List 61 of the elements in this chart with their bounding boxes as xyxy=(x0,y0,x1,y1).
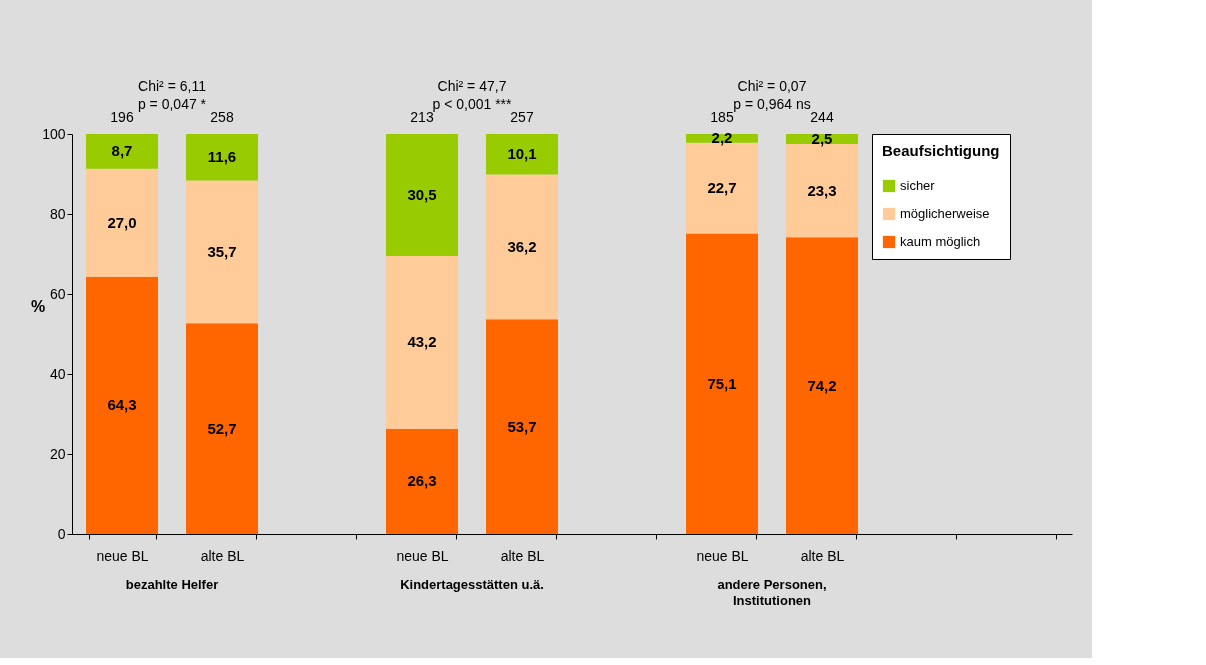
x-tick-label: alte BL xyxy=(200,547,245,564)
data-label: 10,1 xyxy=(507,145,537,163)
data-label: 75,1 xyxy=(707,374,737,392)
bar xyxy=(686,233,758,534)
data-label: 11,6 xyxy=(207,148,237,166)
text: Chi² = 0,07 p = 0,964 ns xyxy=(733,78,811,112)
bar xyxy=(486,134,558,175)
bar xyxy=(186,323,258,534)
text: 196 xyxy=(110,109,134,125)
text: 244 xyxy=(810,109,834,125)
bar xyxy=(186,134,258,181)
bar xyxy=(186,180,258,324)
x-tick-label: alte BL xyxy=(500,547,545,564)
y-axis-title: % xyxy=(31,297,46,315)
bar xyxy=(486,319,558,534)
data-label: 52,7 xyxy=(207,419,237,437)
text: Kindertagesstätten u.ä. xyxy=(400,577,544,592)
bar xyxy=(386,256,458,429)
bar xyxy=(486,174,558,320)
bar xyxy=(86,168,158,277)
x-tick-label: neue BL xyxy=(96,547,149,564)
text: 257 xyxy=(510,109,534,125)
x-tick-label: neue BL xyxy=(396,547,449,564)
data-label: 8,7 xyxy=(111,142,133,160)
bar xyxy=(386,428,458,534)
text: Chi² = 47,7 p < 0,001 *** xyxy=(432,78,513,112)
data-label: 27,0 xyxy=(107,213,137,231)
bar xyxy=(386,134,458,256)
y-tick-label: 20 xyxy=(49,445,66,462)
data-label: 43,2 xyxy=(407,333,437,351)
y-tick-label: 80 xyxy=(49,205,66,222)
text: 185 xyxy=(710,109,734,125)
bar xyxy=(86,276,158,534)
text: Chi² = 6,11 p = 0,047 * xyxy=(137,78,207,112)
y-tick-label: 40 xyxy=(49,365,66,382)
y-tick-label: 60 xyxy=(49,285,66,302)
legend-label: möglicherweise xyxy=(900,206,990,221)
data-label: 53,7 xyxy=(507,417,537,435)
x-tick-label: neue BL xyxy=(696,547,749,564)
data-label: 64,3 xyxy=(107,396,137,414)
y-tick-label: 100 xyxy=(42,125,66,142)
data-label: 74,2 xyxy=(807,376,837,394)
text: 213 xyxy=(410,109,434,125)
legend-title: Beaufsichtigung xyxy=(882,142,1000,159)
data-label: 23,3 xyxy=(807,181,837,199)
data-label: 2,2 xyxy=(711,129,733,147)
bar xyxy=(786,237,858,534)
y-tick-label: 0 xyxy=(57,525,66,542)
legend-label: kaum möglich xyxy=(900,234,981,249)
data-label: 30,5 xyxy=(407,186,437,203)
x-tick-label: alte BL xyxy=(800,547,845,564)
text: 258 xyxy=(210,109,234,125)
data-label: 35,7 xyxy=(207,242,237,260)
text: andere Personen, Institutionen xyxy=(717,577,827,608)
data-label: 26,3 xyxy=(407,472,437,490)
data-label: 36,2 xyxy=(507,237,537,255)
text: bezahlte Helfer xyxy=(125,577,219,592)
legend-label: sicher xyxy=(900,178,936,193)
bar xyxy=(86,134,158,169)
data-label: 22,7 xyxy=(707,179,737,197)
data-label: 2,5 xyxy=(811,130,833,147)
